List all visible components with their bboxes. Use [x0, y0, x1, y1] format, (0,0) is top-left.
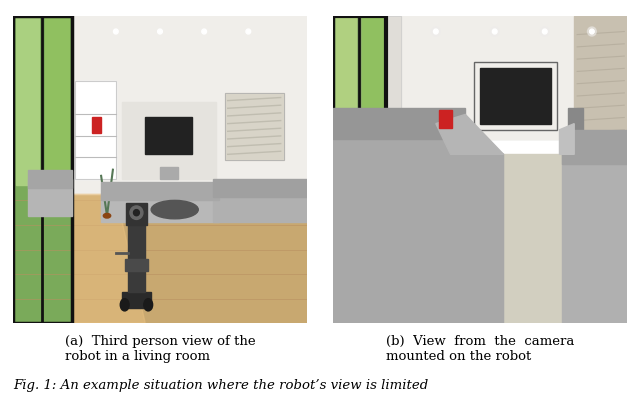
Bar [125, 259, 148, 271]
Bar [126, 204, 147, 225]
Polygon shape [333, 108, 465, 139]
Bar [225, 93, 284, 160]
Bar [333, 16, 386, 323]
Circle shape [588, 27, 596, 36]
Bar [145, 118, 193, 154]
Bar [28, 170, 72, 188]
Circle shape [200, 27, 209, 36]
Polygon shape [28, 179, 72, 216]
Bar [568, 108, 583, 139]
Circle shape [490, 27, 499, 36]
Bar [101, 182, 219, 200]
Text: (a)  Third person view of the
robot in a living room: (a) Third person view of the robot in a … [65, 335, 255, 363]
Circle shape [111, 27, 120, 36]
Circle shape [246, 29, 251, 34]
Polygon shape [386, 16, 627, 139]
Circle shape [113, 29, 118, 34]
Text: (b)  View  from  the  camera
mounted on the robot: (b) View from the camera mounted on the … [386, 335, 574, 363]
Polygon shape [13, 194, 307, 323]
Bar [13, 16, 72, 323]
Polygon shape [72, 194, 145, 323]
Polygon shape [436, 114, 504, 154]
Bar [225, 93, 284, 160]
Bar [213, 179, 307, 197]
Bar [336, 16, 356, 139]
Polygon shape [563, 145, 627, 323]
Bar [213, 191, 307, 222]
Circle shape [433, 29, 438, 34]
Circle shape [202, 29, 207, 34]
Polygon shape [386, 139, 451, 323]
Polygon shape [13, 16, 307, 185]
Ellipse shape [144, 299, 153, 311]
Bar [333, 16, 386, 323]
Polygon shape [333, 124, 504, 323]
Circle shape [540, 27, 549, 36]
Bar [439, 110, 452, 128]
Circle shape [244, 27, 253, 36]
Circle shape [157, 29, 163, 34]
Bar [480, 68, 550, 124]
Polygon shape [465, 154, 563, 323]
Bar [122, 102, 216, 179]
Bar [362, 16, 383, 139]
Circle shape [156, 27, 164, 36]
Polygon shape [101, 194, 219, 222]
Circle shape [431, 27, 440, 36]
Ellipse shape [151, 200, 198, 219]
Bar [13, 16, 72, 323]
Ellipse shape [120, 299, 129, 311]
Bar [160, 166, 178, 179]
Bar [127, 225, 145, 292]
Text: Fig. 1: An example situation where the robot’s view is limited: Fig. 1: An example situation where the r… [13, 379, 428, 392]
Ellipse shape [103, 213, 111, 218]
Polygon shape [559, 124, 574, 154]
Bar [386, 16, 401, 323]
Polygon shape [333, 16, 627, 139]
Bar [92, 118, 101, 133]
Bar [75, 81, 116, 179]
Bar [474, 62, 557, 130]
Bar [574, 16, 627, 139]
Circle shape [130, 206, 143, 219]
Circle shape [492, 29, 497, 34]
Circle shape [134, 210, 140, 216]
Polygon shape [72, 16, 307, 194]
Bar [122, 292, 151, 308]
Circle shape [543, 29, 547, 34]
Bar [386, 16, 401, 323]
Bar [45, 16, 68, 185]
Bar [75, 81, 116, 179]
Polygon shape [563, 130, 627, 164]
Circle shape [589, 29, 594, 34]
Bar [16, 16, 39, 185]
